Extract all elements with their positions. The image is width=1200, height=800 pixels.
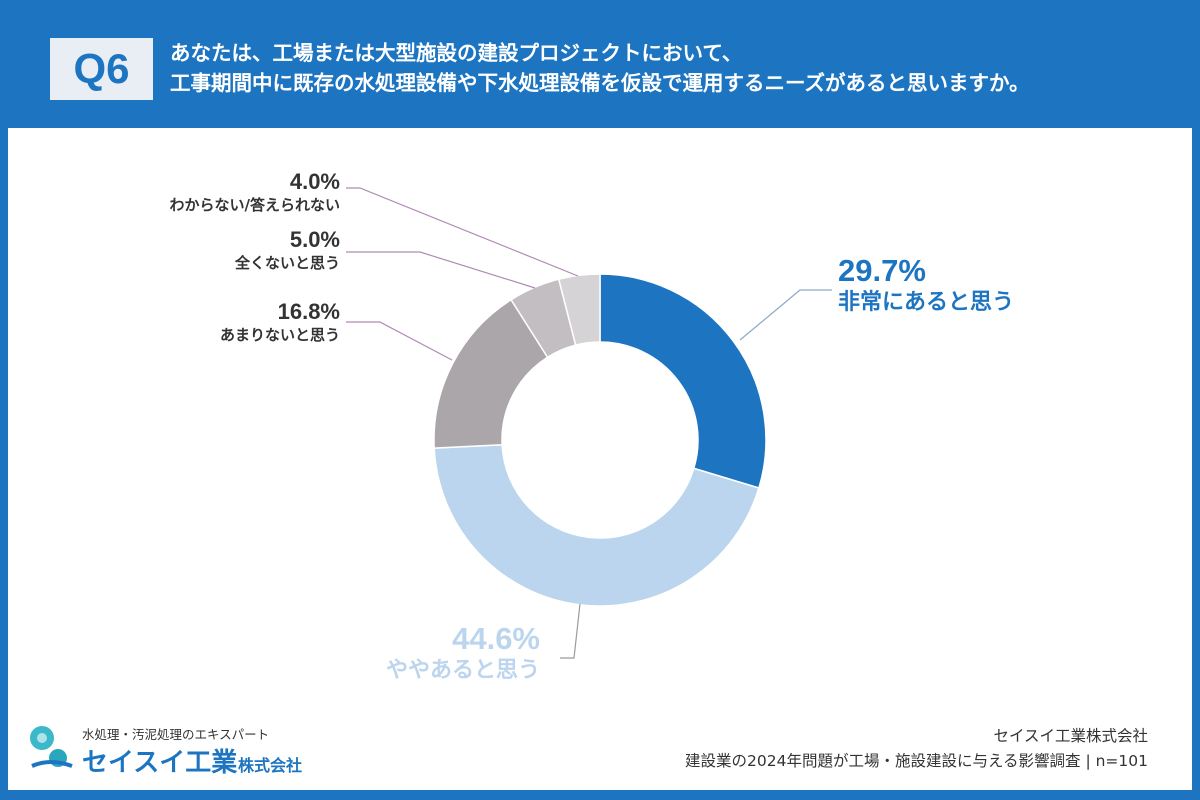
- leader-line: [346, 187, 579, 277]
- leader-line: [346, 321, 453, 361]
- company-logo: 水処理・汚泥処理のエキスパート セイスイ工業 株式会社: [28, 718, 358, 778]
- leader-line: [739, 289, 832, 341]
- label-not-much: 16.8% あまりないと思う: [140, 300, 340, 346]
- slice-label: 全くないと思う: [234, 254, 340, 272]
- label-somewhat: 44.6% ややあると思う: [362, 622, 540, 686]
- slice-value: 4.0%: [289, 169, 340, 194]
- slice-label: わからない/答えられない: [169, 196, 340, 214]
- label-dont-know: 4.0% わからない/答えられない: [100, 170, 340, 216]
- water-drop-icon: [30, 726, 73, 768]
- header: Q6 あなたは、工場または大型施設の建設プロジェクトにおいて、 工事期間中に既存…: [0, 0, 1200, 128]
- footer-source: セイスイ工業株式会社 建設業の2024年問題が工場・施設建設に与える影響調査 |…: [685, 724, 1148, 774]
- slice-value: 44.6%: [452, 621, 540, 656]
- leader-line: [560, 603, 581, 659]
- slice-value: 16.8%: [277, 299, 340, 324]
- logo-name: セイスイ工業: [82, 748, 238, 778]
- slice-somewhat: [433, 443, 760, 607]
- slice-value: 5.0%: [289, 227, 340, 252]
- question-line-1: あなたは、工場または大型施設の建設プロジェクトにおいて、: [170, 41, 743, 65]
- slice-label: 非常にあると思う: [838, 290, 1015, 315]
- question-line-2: 工事期間中に既存の水処理設備や下水処理設備を仮設で運用するニーズがあると思います…: [170, 71, 1030, 95]
- leader-line: [346, 251, 536, 289]
- slice-label: あまりないと思う: [219, 326, 340, 344]
- label-not-at-all: 5.0% 全くないと思う: [140, 228, 340, 274]
- question-title: あなたは、工場または大型施設の建設プロジェクトにおいて、 工事期間中に既存の水処…: [170, 38, 1180, 98]
- slice-dont-know: [557, 273, 601, 346]
- slice-value: 29.7%: [838, 253, 926, 288]
- footer-company: セイスイ工業株式会社: [993, 727, 1148, 745]
- logo-tagline: 水処理・汚泥処理のエキスパート: [82, 727, 270, 742]
- chart-card: [8, 128, 1192, 790]
- footer-survey: 建設業の2024年問題が工場・施設建設に与える影響調査 | n=101: [685, 752, 1148, 770]
- slice-label: ややあると思う: [385, 658, 540, 683]
- question-badge: Q6: [50, 38, 153, 100]
- slice-very-much: [599, 273, 767, 489]
- label-very-much: 29.7% 非常にあると思う: [838, 254, 1014, 318]
- logo-suffix: 株式会社: [238, 756, 303, 775]
